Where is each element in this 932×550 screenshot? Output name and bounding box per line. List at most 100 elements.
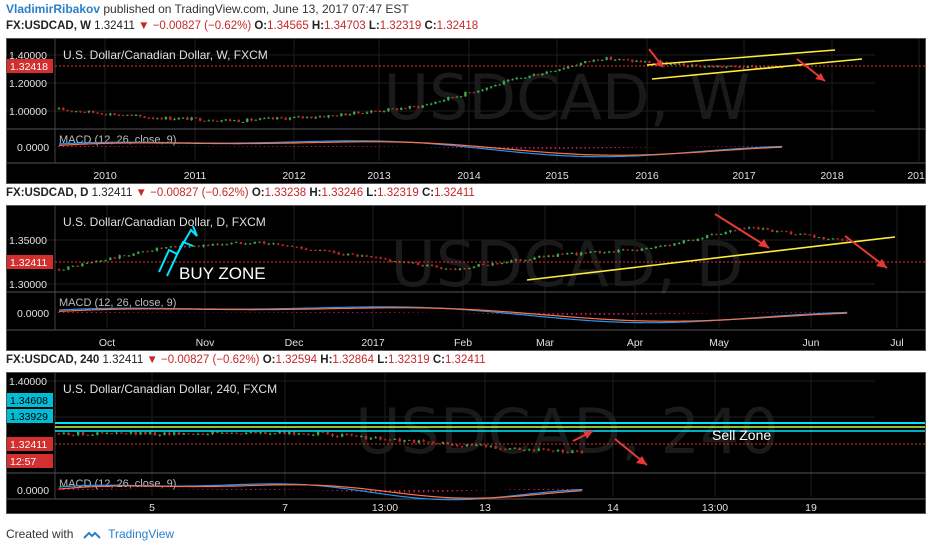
candle-body <box>273 433 277 435</box>
candle-body <box>283 431 286 434</box>
change: −0.00827 (−0.62%) <box>152 20 252 32</box>
open: 1.34565 <box>267 20 309 32</box>
chart-svg-weekly[interactable]: USDCAD, W U.S. Dollar/Canadian Dollar, W,… <box>7 39 925 183</box>
candle-body <box>421 265 424 267</box>
candle-body <box>225 432 229 434</box>
candle-body <box>130 114 133 116</box>
candle-body <box>444 268 448 270</box>
candle-body <box>301 116 305 118</box>
price-badge <box>7 59 53 73</box>
arrow-head <box>655 59 663 67</box>
chart-svg-daily[interactable]: USDCAD, D U.S. Dollar/Canadian Dollar, D,… <box>7 206 925 350</box>
candle-body <box>626 59 630 61</box>
candle-body <box>743 228 746 230</box>
candle-body <box>332 250 336 253</box>
candle-body <box>91 434 94 436</box>
candle-body <box>62 432 65 435</box>
sell-zone-label: Sell Zone <box>712 427 771 443</box>
candle-body <box>292 431 296 435</box>
candle-body <box>198 118 202 121</box>
tradingview-link[interactable]: TradingView <box>108 527 175 541</box>
time-tick: 2018 <box>820 170 844 182</box>
candle-body <box>304 248 308 250</box>
candle-body <box>278 431 281 434</box>
candle-body <box>500 263 504 265</box>
candle-body <box>639 60 643 63</box>
candle-body <box>498 84 501 86</box>
price-tick: 1.30000 <box>9 279 47 291</box>
low: 1.32319 <box>377 187 419 199</box>
chart-svg-240[interactable]: USDCAD, 240U.S. Dollar/Canadian Dollar, … <box>7 373 925 513</box>
candle-body <box>169 116 172 120</box>
candle-body <box>421 105 424 108</box>
candle-body <box>430 264 434 266</box>
candle-body <box>434 102 437 104</box>
candle-body <box>499 448 502 450</box>
candle-body <box>113 257 117 259</box>
last-price: 1.32411 <box>91 187 133 199</box>
candle-body <box>425 104 429 106</box>
symbol: FX:USDCAD, 240 <box>6 354 100 366</box>
candle-body <box>682 240 686 243</box>
candle-body <box>177 432 181 435</box>
candle-body <box>316 431 320 435</box>
candle-body <box>177 117 180 120</box>
candle-body <box>105 433 109 435</box>
candle-body <box>771 229 774 232</box>
candle-body <box>668 245 672 247</box>
author-link[interactable]: VladimirRibakov <box>6 2 101 16</box>
high: 1.33246 <box>321 187 364 199</box>
candle-body <box>275 117 279 120</box>
chart-panel-weekly[interactable]: USDCAD, W U.S. Dollar/Canadian Dollar, W,… <box>6 38 926 184</box>
candle-body <box>460 446 464 448</box>
candle-body <box>244 432 248 435</box>
candle-body <box>673 243 676 246</box>
candle-body <box>182 433 185 435</box>
candle-body <box>340 434 344 437</box>
candle-body <box>345 434 349 436</box>
candle-body <box>144 432 147 435</box>
candle-body <box>496 263 499 265</box>
time-tick: Jul <box>890 337 903 349</box>
candle-body <box>603 252 606 254</box>
candle-body <box>280 117 283 119</box>
candle-body <box>310 116 313 119</box>
chart-panel-240[interactable]: USDCAD, 240U.S. Dollar/Canadian Dollar, … <box>6 372 926 514</box>
candle-body <box>67 266 70 270</box>
candle-body <box>290 245 294 247</box>
candle-body <box>489 446 493 448</box>
candle-body <box>780 230 783 232</box>
candle-body <box>163 432 166 435</box>
candle-body <box>523 449 526 451</box>
candle-body <box>441 442 445 444</box>
candle-body <box>393 438 397 440</box>
change-arrow-icon: ▼ <box>146 354 158 366</box>
buy-zone-label: BUY ZONE <box>179 264 266 283</box>
candle-body <box>66 110 69 112</box>
candle-body <box>123 255 126 257</box>
candle-body <box>110 433 113 435</box>
candle-body <box>408 439 411 441</box>
candle-body <box>710 234 713 236</box>
candle-body <box>351 253 354 255</box>
candle-body <box>511 79 514 81</box>
candle-body <box>580 252 583 256</box>
price-badge-label: 1.34608 <box>10 395 48 407</box>
candle-body <box>250 118 253 121</box>
chart-panel-daily[interactable]: USDCAD, D U.S. Dollar/Canadian Dollar, D,… <box>6 205 926 351</box>
candle-body <box>687 240 690 242</box>
candle-body <box>596 59 600 61</box>
candle-body <box>165 247 168 249</box>
candle-body <box>504 449 507 451</box>
candle-body <box>552 450 555 452</box>
candle-body <box>845 240 849 242</box>
price-tick: 1.00000 <box>9 106 47 118</box>
candle-body <box>220 432 224 434</box>
price-badge <box>7 393 53 407</box>
candle-body <box>188 246 191 248</box>
candle-body <box>297 116 300 118</box>
candle-body <box>201 433 205 435</box>
low: 1.32319 <box>379 20 422 32</box>
candle-body <box>556 253 560 257</box>
candle-body <box>254 431 257 434</box>
